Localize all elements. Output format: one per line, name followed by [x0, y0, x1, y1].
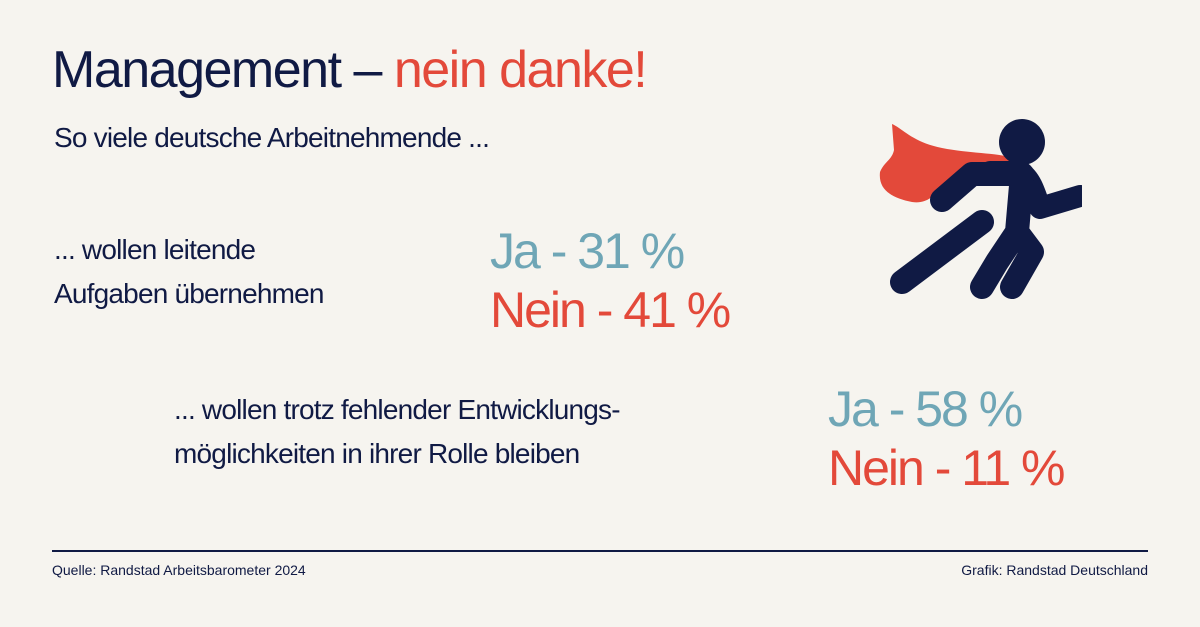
credit-note: Grafik: Randstad Deutschland	[961, 562, 1148, 578]
question-1: ... wollen leitende Aufgaben übernehmen	[54, 228, 325, 316]
footer-divider	[52, 550, 1148, 552]
page-title: Management – nein danke!	[52, 41, 648, 99]
running-superhero-icon	[879, 119, 1082, 299]
question-1-line-1: ... wollen leitende	[54, 234, 256, 265]
answer-1-ja: Ja - 31 %	[490, 223, 685, 279]
question-1-line-2: Aufgaben übernehmen	[54, 278, 325, 309]
question-2-line-1: ... wollen trotz fehlender Entwicklungs-	[174, 394, 621, 425]
head-shape	[999, 119, 1045, 165]
answer-2-nein: Nein - 11 %	[828, 440, 1066, 496]
answer-1-nein: Nein - 41 %	[490, 282, 731, 338]
question-2-line-2: möglichkeiten in ihrer Rolle bleiben	[174, 438, 580, 469]
answer-2-ja: Ja - 58 %	[828, 381, 1023, 437]
cape-shape	[879, 124, 1030, 203]
subtitle: So viele deutsche Arbeitnehmende ...	[54, 122, 490, 153]
source-note: Quelle: Randstad Arbeitsbarometer 2024	[52, 562, 306, 578]
question-2: ... wollen trotz fehlender Entwicklungs-…	[174, 388, 621, 476]
torso-shape	[890, 162, 1044, 299]
title-main: Management –	[52, 41, 382, 99]
title-accent: nein danke!	[393, 41, 648, 99]
